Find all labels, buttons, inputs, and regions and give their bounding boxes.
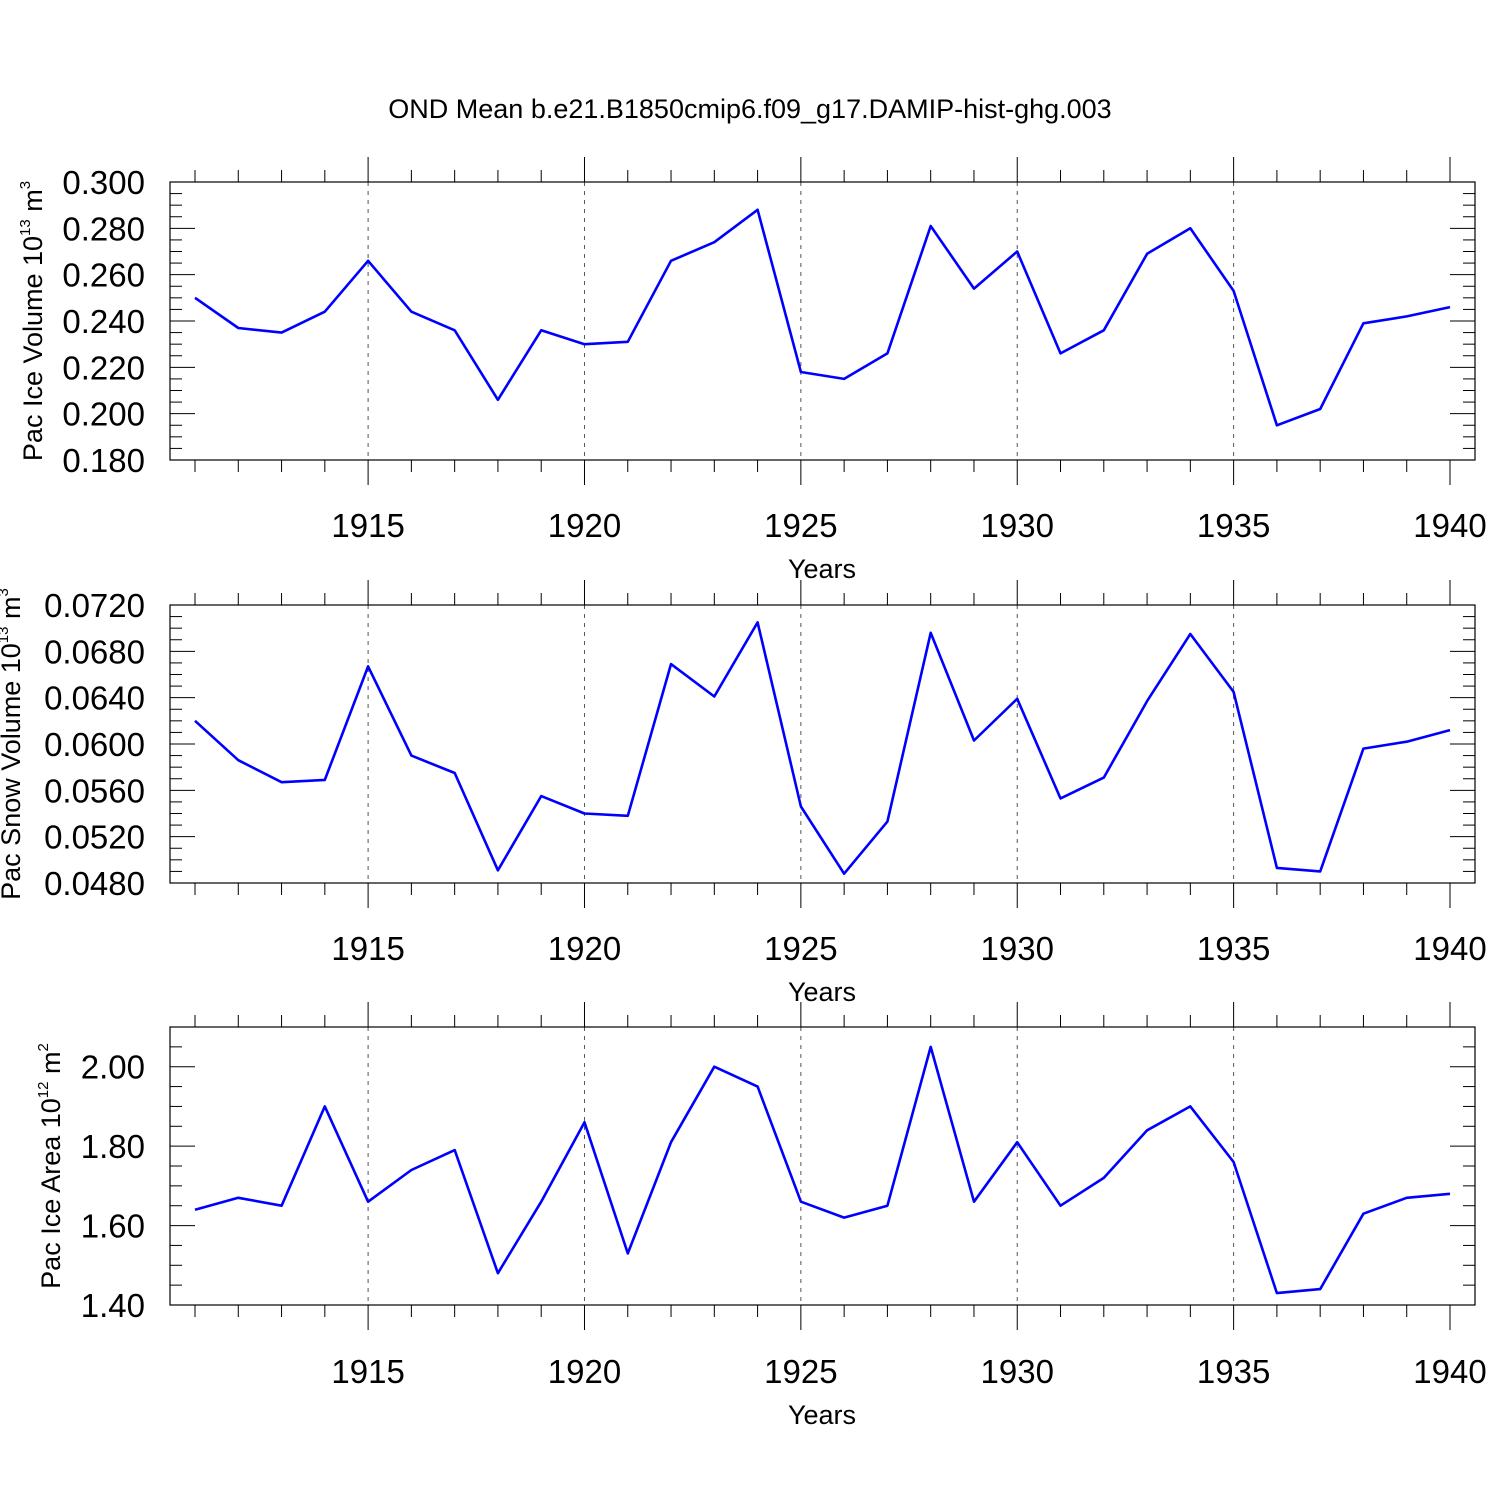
- y-tick-label: 0.0640: [44, 680, 145, 717]
- y-tick-label: 1.60: [81, 1208, 145, 1245]
- x-tick-label: 1915: [331, 930, 404, 967]
- y-tick-label: 1.40: [81, 1287, 145, 1324]
- plot-frame: [169, 1026, 1476, 1306]
- x-tick-label: 1915: [331, 1353, 404, 1390]
- y-tick-label: 0.240: [62, 303, 145, 340]
- x-axis-label: Years: [788, 977, 856, 1007]
- y-tick-label: 0.200: [62, 396, 145, 433]
- x-tick-label: 1925: [764, 507, 837, 544]
- y-tick-label: 0.220: [62, 349, 145, 386]
- x-tick-label: 1920: [548, 930, 621, 967]
- y-tick-label: 2.00: [81, 1049, 145, 1086]
- x-tick-label: 1920: [548, 507, 621, 544]
- y-axis-label: Pac Snow Volume 1013 m3: [0, 588, 26, 900]
- x-tick-label: 1935: [1197, 930, 1270, 967]
- y-tick-label: 0.0680: [44, 633, 145, 670]
- chart-title: OND Mean b.e21.B1850cmip6.f09_g17.DAMIP-…: [388, 94, 1111, 124]
- y-tick-label: 0.260: [62, 257, 145, 294]
- x-tick-label: 1925: [764, 930, 837, 967]
- x-tick-label: 1925: [764, 1353, 837, 1390]
- x-tick-label: 1940: [1413, 1353, 1486, 1390]
- plot-frame: [169, 181, 1476, 461]
- y-tick-label: 1.80: [81, 1128, 145, 1165]
- series-line: [194, 1045, 1451, 1295]
- panel-ice-volume: 0.180 0.200 0.220 0.240 0.260 0.280 0.300 1915 1…: [17, 157, 1487, 584]
- y-tick-label: 0.0480: [44, 865, 145, 902]
- y-tick-label: 0.0520: [44, 819, 145, 856]
- y-tick-label: 0.180: [62, 442, 145, 479]
- x-tick-label: 1930: [981, 1353, 1054, 1390]
- panel-snow-volume: 0.0480 0.0520 0.0560 0.0600 0.0640 0.0680 0.07…: [0, 580, 1487, 1007]
- x-tick-label: 1940: [1413, 507, 1486, 544]
- x-tick-label: 1930: [981, 930, 1054, 967]
- series-line: [194, 208, 1451, 427]
- y-tick-label: 0.0720: [44, 587, 145, 624]
- x-axis-label: Years: [788, 554, 856, 584]
- x-axis-label: Years: [788, 1400, 856, 1430]
- x-tick-label: 1940: [1413, 930, 1486, 967]
- panel-ice-area: 1.40 1.60 1.80 2.00 1915 1920 1925 1930 1935 1940…: [35, 1002, 1487, 1430]
- x-tick-label: 1935: [1197, 1353, 1270, 1390]
- y-axis-label: Pac Ice Area 1012 m2: [35, 1043, 66, 1289]
- y-axis-label: Pac Ice Volume 1013 m3: [17, 181, 48, 461]
- y-tick-label: 0.300: [62, 164, 145, 201]
- x-tick-label: 1935: [1197, 507, 1270, 544]
- y-tick-label: 0.0560: [44, 772, 145, 809]
- y-tick-label: 0.0600: [44, 726, 145, 763]
- x-tick-label: 1915: [331, 507, 404, 544]
- series-line: [194, 621, 1451, 876]
- x-tick-label: 1930: [981, 507, 1054, 544]
- y-tick-label: 0.280: [62, 210, 145, 247]
- x-tick-label: 1920: [548, 1353, 621, 1390]
